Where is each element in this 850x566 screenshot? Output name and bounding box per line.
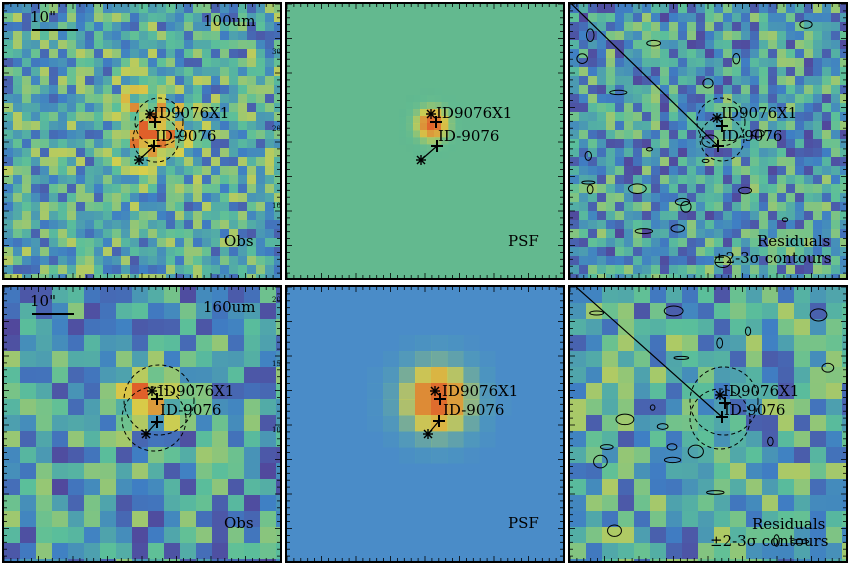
psf-100-primary-star-marker [426,109,436,119]
residual-map-160um [570,287,846,561]
obs-map-160um [4,287,280,561]
psf-100-offset-line [420,145,438,161]
panel-psf-160um [285,285,565,563]
psf-pixels-160um [287,287,563,561]
obs-map-100um [4,4,280,278]
residual-axis-ticks-160um [570,287,846,561]
obs-axis-ticks-100um [4,4,280,278]
obs-100-primary-star-marker [145,109,155,119]
psf-pixels-100um [287,4,563,278]
panel-obs-160um [2,285,282,563]
obs-160-offset-line [145,421,158,435]
panel-psf-100um [285,2,565,280]
psf-map-100um [287,4,563,278]
psf-axis-ticks-100um [287,4,563,278]
psf-axis-ticks-160um [287,287,563,561]
residual-pixels-160um [570,287,846,561]
panel-residual-160um [568,285,848,563]
residual-contours-100um [576,20,813,269]
obs-160-primary-plus-marker [151,393,163,405]
obs-100-primary-plus-marker [149,116,161,128]
residual-pixels-100um [570,4,846,278]
res-160-aperture-circle-1 [689,388,751,450]
res-160-offset-line [575,287,723,418]
psf-160-primary-star-marker [430,386,440,396]
obs-160-primary-star-marker [147,386,157,396]
res-100-offset-line [570,4,719,147]
residual-map-100um [570,4,846,278]
residual-contours-160um [589,305,835,547]
res-160-aperture-circle-0 [689,366,759,436]
residual-axis-ticks-100um [570,4,846,278]
psf-100-primary-plus-marker [430,116,442,128]
obs-100-offset-line [138,145,155,161]
psf-160-offset-line [427,420,440,435]
res-100-aperture-circle-1 [699,116,745,162]
res-100-primary-plus-marker [716,120,728,132]
obs-pixels-100um [4,4,280,278]
psf-160-primary-plus-marker [434,393,446,405]
res-160-primary-plus-marker [719,397,731,409]
obs-160-aperture-circle-0 [123,364,195,436]
panel-obs-100um [2,2,282,280]
obs-160-aperture-circle-1 [121,386,187,452]
obs-pixels-160um [4,287,280,561]
obs-axis-ticks-160um [4,287,280,561]
res-160-primary-star-marker [715,390,725,400]
res-100-primary-star-marker [712,113,722,123]
panel-residual-100um [568,2,848,280]
psf-map-160um [287,287,563,561]
